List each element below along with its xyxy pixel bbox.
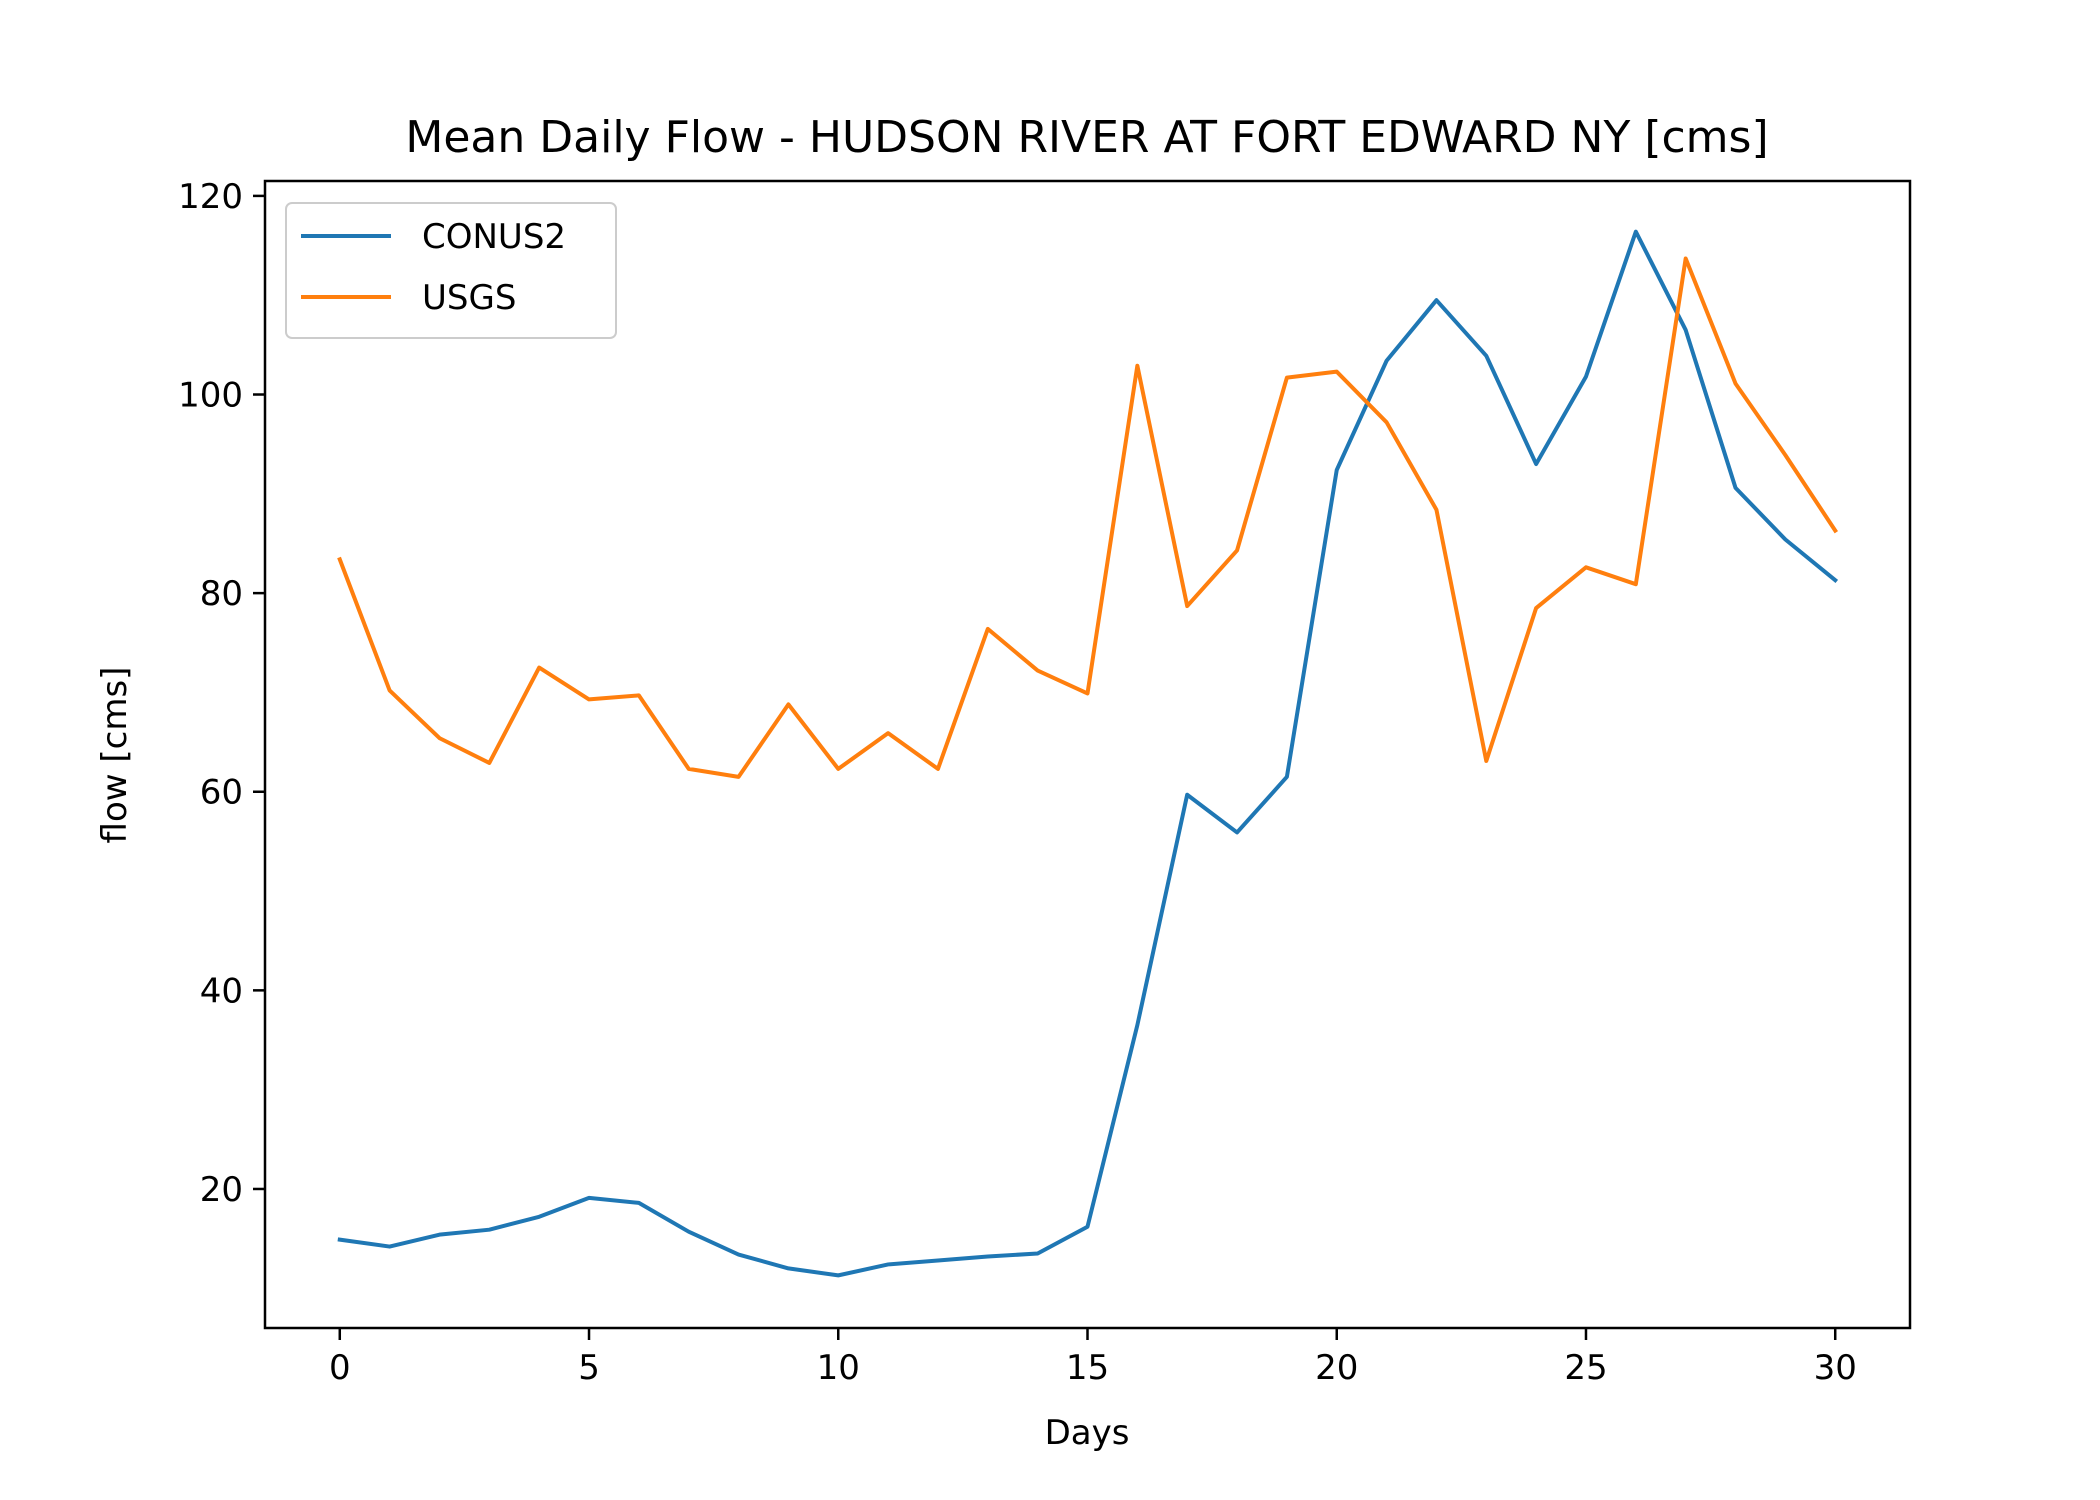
x-tick-label: 5 — [578, 1348, 600, 1388]
legend-label-conus2: CONUS2 — [422, 217, 566, 257]
x-tick-label: 20 — [1315, 1348, 1358, 1388]
y-tick-label: 100 — [178, 376, 243, 416]
series-line-usgs — [337, 256, 1838, 779]
series-layer — [337, 229, 1839, 1278]
y-tick-label: 80 — [200, 574, 243, 614]
x-tick-label: 0 — [329, 1348, 351, 1388]
x-tick-label: 25 — [1564, 1348, 1607, 1388]
x-tick-label: 10 — [817, 1348, 860, 1388]
y-tick-label: 120 — [178, 177, 243, 217]
y-axis: 20 40 60 80 100 120 — [178, 177, 265, 1210]
x-tick-label: 15 — [1066, 1348, 1109, 1388]
x-tick-label: 30 — [1814, 1348, 1857, 1388]
x-axis: 0 5 10 15 20 25 30 — [329, 1328, 1857, 1388]
legend-label-usgs: USGS — [422, 278, 516, 318]
chart-title: Mean Daily Flow - HUDSON RIVER AT FORT E… — [405, 112, 1768, 163]
y-tick-label: 20 — [200, 1170, 243, 1210]
x-axis-label: Days — [1045, 1413, 1130, 1453]
y-axis-label: flow [cms] — [95, 667, 135, 844]
y-tick-label: 40 — [200, 971, 243, 1011]
y-tick-label: 60 — [200, 773, 243, 813]
series-line-conus2 — [337, 229, 1839, 1278]
legend: CONUS2 USGS — [285, 202, 617, 339]
